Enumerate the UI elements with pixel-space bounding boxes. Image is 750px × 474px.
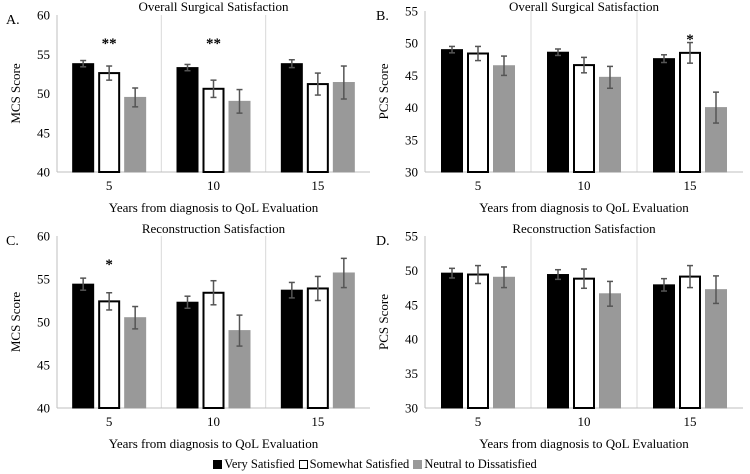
y-tick-label: 40 [405, 332, 418, 347]
legend-swatch-neutral-dissatisfied [413, 459, 423, 469]
y-tick-label: 40 [37, 401, 50, 416]
x-tick-label: 5 [106, 178, 113, 193]
y-tick-label: 30 [405, 401, 418, 416]
bar-very-satisfied-5 [441, 49, 463, 173]
bar-somewhat-satisfied-15 [306, 83, 329, 173]
y-tick-label: 35 [405, 366, 418, 381]
y-tick-label: 50 [37, 315, 50, 330]
x-tick-label: 15 [684, 414, 697, 429]
bar-very-satisfied-5 [72, 63, 95, 173]
bar-somewhat-satisfied-5 [467, 273, 489, 410]
significance-marker: ** [102, 36, 117, 52]
legend-item-neutral-dissatisfied: Neutral to Dissatisfied [413, 456, 537, 472]
y-tick-label: 40 [405, 100, 418, 115]
bar-somewhat-satisfied-15 [679, 275, 701, 410]
y-tick-label: 45 [405, 68, 418, 83]
x-tick-label: 10 [578, 414, 591, 429]
bar-very-satisfied-10 [547, 274, 569, 409]
bar-very-satisfied-15 [653, 284, 675, 409]
bar-very-satisfied-5 [441, 272, 463, 409]
bar-neutral-to-dissatisfied-5 [493, 65, 515, 173]
y-tick-label: 55 [405, 4, 418, 19]
panel-label: C. [6, 234, 19, 249]
bar-somewhat-satisfied-5 [98, 300, 121, 409]
bar-neutral-to-dissatisfied-5 [493, 276, 515, 409]
bar-very-satisfied-10 [176, 301, 199, 409]
x-axis-title: Years from diagnosis to QoL Evaluation [109, 436, 319, 451]
bar-somewhat-satisfied-10 [573, 64, 595, 173]
chart-title: Overall Surgical Satisfaction [139, 0, 289, 14]
x-tick-label: 5 [475, 178, 482, 193]
y-tick-label: 60 [37, 229, 50, 244]
x-tick-label: 5 [106, 414, 113, 429]
legend-label-neutral-dissatisfied: Neutral to Dissatisfied [424, 456, 537, 471]
bar-somewhat-satisfied-15 [679, 51, 701, 173]
bar-very-satisfied-5 [72, 283, 95, 409]
bar-very-satisfied-15 [653, 58, 675, 173]
legend: Very Satisfied Somewhat Satisfied Neutra… [0, 455, 750, 473]
bar-neutral-to-dissatisfied-15 [705, 289, 727, 409]
x-tick-label: 10 [207, 178, 220, 193]
y-tick-label: 40 [37, 165, 50, 180]
bar-somewhat-satisfied-10 [202, 291, 225, 410]
legend-swatch-very-satisfied [213, 459, 223, 469]
y-tick-label: 60 [37, 8, 50, 23]
panel-label: D. [376, 234, 390, 249]
chart-title: Reconstruction Satisfaction [142, 221, 286, 236]
significance-marker: ** [206, 36, 221, 52]
legend-item-very-satisfied: Very Satisfied [213, 456, 295, 472]
x-tick-label: 15 [311, 178, 324, 193]
bar-neutral-to-dissatisfied-5 [124, 317, 147, 409]
bar-neutral-to-dissatisfied-10 [599, 76, 621, 173]
y-tick-label: 45 [37, 358, 50, 373]
y-axis-title: PCS Score [376, 63, 391, 119]
y-axis-title: MCS Score [8, 292, 23, 353]
y-tick-label: 45 [37, 125, 50, 140]
significance-marker: * [105, 257, 113, 273]
x-tick-label: 15 [311, 414, 324, 429]
legend-item-somewhat-satisfied: Somewhat Satisfied [298, 456, 410, 472]
x-tick-label: 5 [475, 414, 482, 429]
y-axis-title: MCS Score [8, 63, 23, 124]
y-axis-title: PCS Score [376, 294, 391, 350]
y-tick-label: 35 [405, 132, 418, 147]
y-tick-label: 45 [405, 297, 418, 312]
chart-title: Reconstruction Satisfaction [512, 221, 656, 236]
x-tick-label: 10 [207, 414, 220, 429]
bar-very-satisfied-15 [280, 63, 303, 173]
bar-somewhat-satisfied-5 [98, 72, 121, 173]
x-axis-title: Years from diagnosis to QoL Evaluation [479, 200, 689, 215]
legend-swatch-somewhat-satisfied [298, 459, 308, 469]
x-tick-label: 15 [684, 178, 697, 193]
bar-somewhat-satisfied-15 [306, 287, 329, 409]
bar-very-satisfied-15 [280, 289, 303, 409]
bar-somewhat-satisfied-10 [573, 277, 595, 409]
y-tick-label: 50 [37, 86, 50, 101]
x-axis-title: Years from diagnosis to QoL Evaluation [109, 200, 319, 215]
bar-very-satisfied-10 [547, 51, 569, 173]
x-axis-title: Years from diagnosis to QoL Evaluation [479, 436, 689, 451]
x-tick-label: 10 [578, 178, 591, 193]
y-tick-label: 30 [405, 165, 418, 180]
bar-neutral-to-dissatisfied-15 [332, 272, 355, 409]
bar-somewhat-satisfied-5 [467, 52, 489, 174]
panel-label: B. [376, 9, 389, 24]
legend-label-somewhat-satisfied: Somewhat Satisfied [309, 456, 410, 471]
bar-neutral-to-dissatisfied-5 [124, 96, 147, 173]
legend-label-very-satisfied: Very Satisfied [224, 456, 295, 471]
y-tick-label: 55 [37, 272, 50, 287]
panel-label: A. [6, 13, 20, 28]
y-tick-label: 50 [405, 36, 418, 51]
bar-very-satisfied-10 [176, 67, 199, 173]
y-tick-label: 55 [37, 47, 50, 62]
bar-somewhat-satisfied-10 [202, 87, 225, 173]
y-tick-label: 55 [405, 229, 418, 244]
y-tick-label: 50 [405, 263, 418, 278]
chart-title: Overall Surgical Satisfaction [509, 0, 659, 14]
bar-neutral-to-dissatisfied-10 [599, 293, 621, 409]
significance-marker: * [686, 32, 694, 48]
